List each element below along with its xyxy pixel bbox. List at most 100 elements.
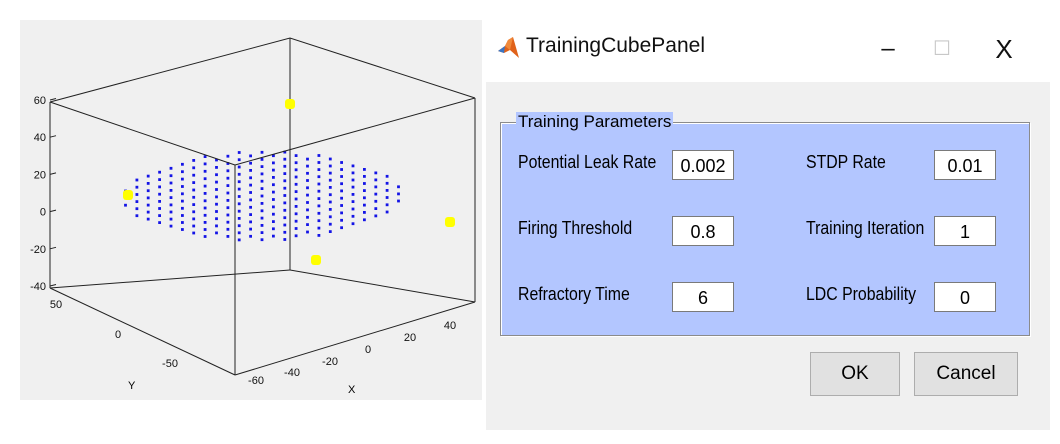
scatter-point bbox=[203, 184, 207, 188]
scatter-point bbox=[226, 199, 230, 202]
ok-button[interactable]: OK bbox=[810, 352, 900, 396]
scatter-3d-plot[interactable]: 60 40 20 0 -20 -40 50 0 -50 -60 -40 -20 0 20 40 Y X bbox=[20, 20, 482, 400]
scatter-point bbox=[226, 227, 230, 231]
scatter-point bbox=[351, 164, 355, 168]
scatter-point bbox=[317, 175, 321, 179]
scatter-point bbox=[306, 157, 309, 161]
scatter-point bbox=[272, 183, 275, 187]
scatter-point bbox=[226, 184, 230, 187]
window-title: TrainingCubePanel bbox=[526, 34, 706, 57]
scatter-point bbox=[169, 196, 173, 199]
scatter-point bbox=[158, 214, 161, 217]
firing-threshold-field[interactable]: 0.8 bbox=[672, 216, 734, 246]
scatter-point bbox=[192, 217, 196, 221]
scatter-point bbox=[237, 151, 241, 154]
scatter-point bbox=[328, 208, 332, 211]
potential-leak-rate-field[interactable]: 0.002 bbox=[672, 150, 734, 180]
scatter-point bbox=[272, 220, 275, 223]
scatter-point bbox=[135, 214, 139, 218]
scatter-point bbox=[146, 174, 150, 178]
scatter-point bbox=[146, 189, 150, 193]
scatter-point bbox=[135, 193, 139, 196]
tick-label: -20 bbox=[322, 356, 338, 368]
scatter-point bbox=[294, 190, 298, 193]
scatter-point bbox=[272, 176, 275, 179]
scatter-point bbox=[260, 202, 264, 205]
scatter-point bbox=[397, 199, 400, 203]
scatter-point bbox=[192, 173, 196, 177]
refractory-time-field[interactable]: 6 bbox=[672, 282, 734, 312]
scatter-point bbox=[237, 195, 241, 198]
scatter-point bbox=[249, 176, 252, 180]
scatter-point bbox=[306, 164, 309, 168]
scatter-point bbox=[283, 201, 287, 205]
scatter-point bbox=[328, 171, 332, 175]
scatter-point bbox=[260, 216, 264, 220]
scatter-point bbox=[363, 196, 366, 200]
scatter-point bbox=[272, 234, 275, 238]
highlight-point bbox=[285, 99, 295, 109]
axes-box-front bbox=[49, 97, 476, 376]
scatter-point bbox=[363, 182, 366, 185]
scatter-point bbox=[283, 157, 287, 161]
scatter-point bbox=[249, 205, 252, 209]
scatter-point bbox=[249, 198, 252, 202]
tick-label: 60 bbox=[34, 95, 46, 107]
scatter-point bbox=[317, 189, 321, 193]
scatter-point bbox=[306, 193, 309, 197]
scatter-point bbox=[237, 224, 241, 228]
scatter-point bbox=[260, 238, 264, 242]
scatter-point bbox=[181, 185, 184, 188]
scatter-point bbox=[260, 224, 264, 227]
scatter-point bbox=[351, 171, 355, 175]
scatter-point bbox=[260, 165, 264, 168]
scatter-point bbox=[237, 187, 241, 191]
scatter-point bbox=[226, 176, 230, 180]
scatter-point bbox=[158, 207, 161, 210]
scatter-point bbox=[272, 190, 275, 194]
scatter-point bbox=[135, 200, 139, 203]
scatter-point bbox=[237, 231, 241, 235]
highlight-point bbox=[123, 190, 133, 200]
scatter-point bbox=[317, 204, 321, 208]
highlight-point bbox=[445, 217, 455, 227]
scatter-point bbox=[215, 224, 218, 228]
scatter-point bbox=[181, 192, 184, 196]
cancel-button[interactable]: Cancel bbox=[914, 352, 1018, 396]
stdp-rate-field[interactable]: 0.01 bbox=[934, 150, 996, 180]
scatter-point bbox=[294, 212, 298, 216]
tick-mark bbox=[49, 172, 57, 175]
scatter-point bbox=[397, 185, 400, 189]
tick-mark bbox=[49, 246, 57, 250]
scatter-point bbox=[226, 235, 230, 238]
scatter-point bbox=[215, 188, 218, 191]
close-button[interactable]: X bbox=[995, 34, 1013, 64]
scatter-point bbox=[158, 192, 161, 196]
scatter-point bbox=[181, 221, 184, 224]
ldc-probability-field[interactable]: 0 bbox=[934, 282, 996, 312]
scatter-point bbox=[385, 174, 389, 178]
scatter-point bbox=[351, 185, 355, 189]
scatter-point bbox=[328, 157, 332, 161]
scatter-point bbox=[169, 189, 173, 192]
scatter-point bbox=[294, 227, 298, 230]
scatter-point bbox=[374, 185, 378, 189]
title-bar[interactable]: TrainingCubePanel – ☐ X bbox=[486, 20, 1050, 82]
training-cube-panel-window: TrainingCubePanel – ☐ X Training Paramet… bbox=[486, 20, 1050, 430]
scatter-point bbox=[124, 203, 127, 207]
scatter-point bbox=[169, 217, 173, 221]
scatter-point bbox=[272, 154, 275, 158]
scatter-point bbox=[374, 171, 378, 175]
y-axis-label: Y bbox=[128, 380, 136, 392]
maximize-button[interactable]: ☐ bbox=[933, 38, 951, 60]
scatter-point bbox=[317, 234, 321, 237]
scatter-point bbox=[260, 158, 264, 161]
scatter-point bbox=[328, 186, 332, 189]
training-iteration-field[interactable]: 1 bbox=[934, 216, 996, 246]
scatter-point bbox=[169, 174, 173, 178]
scatter-point bbox=[317, 168, 321, 171]
scatter-point bbox=[249, 234, 252, 238]
scatter-point bbox=[363, 218, 366, 222]
minimize-button[interactable]: – bbox=[881, 35, 895, 62]
y-axis-ticks: 50 0 -50 bbox=[50, 299, 178, 370]
